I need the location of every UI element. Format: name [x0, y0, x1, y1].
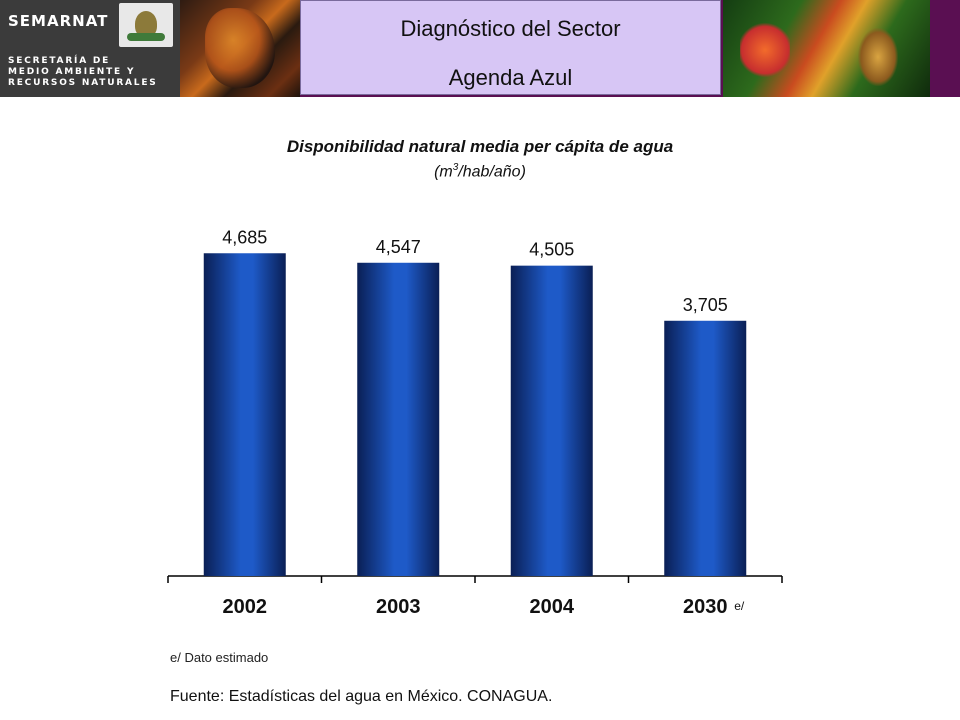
bar-2004 — [510, 265, 593, 576]
data-label-2003: 4,547 — [376, 237, 421, 257]
units-suffix: /hab/año) — [458, 163, 526, 181]
data-label-2004: 4,505 — [529, 240, 574, 260]
data-label-2030: 3,705 — [683, 295, 728, 315]
purple-strip — [930, 0, 960, 97]
chart-title: Disponibilidad natural media per cápita … — [286, 137, 674, 156]
estimate-note: e/ Dato estimado — [170, 650, 269, 665]
ministry-name: SECRETARÍA DE MEDIO AMBIENTE Y RECURSOS … — [8, 56, 158, 88]
header-banner: SEMARNAT SECRETARÍA DE MEDIO AMBIENTE Y … — [0, 0, 960, 97]
red-flower-image — [740, 20, 790, 80]
national-seal-logo — [119, 3, 173, 47]
tick-label-2030: 2030 — [683, 596, 728, 618]
page-subtitle: Agenda Azul — [448, 65, 573, 90]
tick-label-2004: 2004 — [530, 596, 575, 618]
bar-2002 — [203, 253, 286, 576]
tick-label-2002: 2002 — [223, 596, 268, 618]
title-box: Diagnóstico del Sector Agenda Azul — [300, 0, 721, 95]
chart-units: (m3/hab/año) — [0, 162, 960, 181]
units-prefix: (m — [434, 163, 453, 181]
data-label-2002: 4,685 — [222, 227, 267, 247]
seal-laurel-icon — [127, 33, 165, 41]
source-note: Fuente: Estadísticas del agua en México.… — [170, 688, 553, 705]
units-exponent: 3 — [452, 162, 459, 173]
estimate-marker: e/ — [734, 599, 745, 613]
bar-2003 — [357, 262, 440, 576]
cone-flower-image — [858, 28, 898, 86]
tick-label-2003: 2003 — [376, 596, 421, 618]
butterfly-wing-image — [205, 8, 275, 88]
ministry-panel: SEMARNAT SECRETARÍA DE MEDIO AMBIENTE Y … — [0, 0, 180, 97]
eagle-emblem-icon — [135, 11, 157, 37]
brand-name: SEMARNAT — [8, 12, 109, 30]
page-title: Diagnóstico del Sector — [400, 16, 621, 41]
bar-2030 — [664, 320, 747, 576]
